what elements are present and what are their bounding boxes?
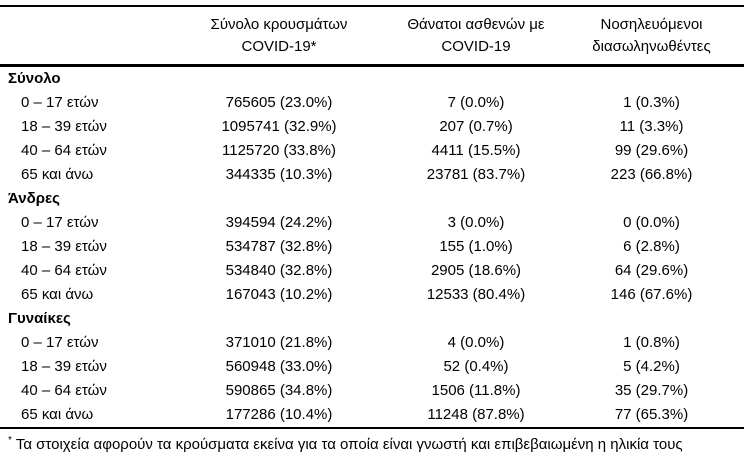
footnote-row: * Τα στοιχεία αφορούν τα κρούσματα εκείν… [0, 428, 744, 455]
deaths-value: 7 (0.0%) [447, 94, 505, 111]
intubated-value: 146 (67.6%) [610, 286, 693, 303]
data-row: 65 και άνω 177286 (10.4%) 11248 (87.8%) 77 … [0, 403, 744, 429]
age-group-label: 40 – 64 ετών [21, 382, 107, 399]
group-label: Σύνολο [8, 70, 61, 87]
header-empty [0, 6, 165, 67]
group-header-row: Σύνολο [0, 66, 744, 92]
deaths-value: 1506 (11.8%) [431, 382, 521, 399]
cases-value: 1095741 (32.9%) [221, 118, 337, 135]
cases-value: 394594 (24.2%) [225, 214, 333, 231]
header-intubated-line1: Νοσηλευόμενοι [600, 16, 703, 33]
intubated-value: 11 (3.3%) [619, 118, 684, 135]
header-intubated: Νοσηλευόμενοι διασωληνωθέντες [559, 6, 744, 67]
age-group-label: 0 – 17 ετών [21, 214, 99, 231]
intubated-value: 6 (2.8%) [623, 238, 680, 255]
table-body: Σύνολο 0 – 17 ετών 765605 (23.0%) 7 (0.0%) 1… [0, 66, 744, 429]
table-footer: * Τα στοιχεία αφορούν τα κρούσματα εκείν… [0, 428, 744, 455]
age-group-label: 40 – 64 ετών [21, 262, 107, 279]
intubated-value: 35 (29.7%) [614, 382, 689, 399]
group-header-row: Άνδρες [0, 187, 744, 211]
deaths-value: 2905 (18.6%) [430, 262, 522, 279]
cases-value: 1125720 (33.8%) [222, 142, 336, 159]
data-row: 65 και άνω 344335 (10.3%) 23781 (83.7%) 223… [0, 163, 744, 187]
covid-age-sex-table: Σύνολο κρουσμάτων COVID-19* Θάνατοι ασθε… [0, 5, 744, 455]
deaths-value: 11248 (87.8%) [393, 403, 559, 429]
age-group-label: 0 – 17 ετών [21, 94, 99, 111]
intubated-value: 1 (0.3%) [623, 94, 680, 111]
header-total-cases: Σύνολο κρουσμάτων COVID-19* [165, 6, 393, 67]
data-row: 18 – 39 ετών 560948 (33.0%) 52 (0.4%) 5 (4.… [0, 355, 744, 379]
data-row: 40 – 64 ετών 1125720 (33.8%) 4411 (15.5%) 9… [0, 139, 744, 163]
footnote-marker: * [8, 435, 12, 446]
deaths-value: 52 (0.4%) [443, 358, 509, 375]
group-label: Άνδρες [8, 190, 60, 207]
deaths-value: 4411 (15.5%) [431, 142, 521, 159]
header-deaths-line2: COVID-19 [441, 38, 511, 55]
intubated-value: 223 (66.8%) [610, 166, 693, 183]
header-deaths-line1: Θάνατοι ασθενών με [407, 16, 545, 33]
header-intubated-line2: διασωληνωθέντες [592, 38, 711, 55]
header-total-cases-line1: Σύνολο κρουσμάτων [210, 16, 348, 33]
data-row: 65 και άνω 167043 (10.2%) 12533 (80.4%) 146… [0, 283, 744, 307]
data-row: 40 – 64 ετών 590865 (34.8%) 1506 (11.8%) 35… [0, 379, 744, 403]
cases-value: 371010 (21.8%) [225, 334, 333, 351]
table-header: Σύνολο κρουσμάτων COVID-19* Θάνατοι ασθε… [0, 6, 744, 67]
cases-value: 560948 (33.0%) [225, 358, 333, 375]
age-group-label: 18 – 39 ετών [21, 358, 107, 375]
deaths-value: 3 (0.0%) [447, 214, 505, 231]
intubated-value: 77 (65.3%) [559, 403, 744, 429]
data-row: 0 – 17 ετών 765605 (23.0%) 7 (0.0%) 1 (0.3%… [0, 91, 744, 115]
cases-value: 765605 (23.0%) [225, 94, 333, 111]
cases-value: 167043 (10.2%) [225, 286, 333, 303]
age-group-label: 65 και άνω [21, 286, 94, 303]
intubated-value: 1 (0.8%) [623, 334, 680, 351]
deaths-value: 12533 (80.4%) [426, 286, 526, 303]
deaths-value: 4 (0.0%) [447, 334, 505, 351]
cases-value: 534840 (32.8%) [225, 262, 333, 279]
group-label: Γυναίκες [8, 310, 71, 327]
deaths-value: 155 (1.0%) [439, 238, 513, 255]
cases-value: 590865 (34.8%) [225, 382, 333, 399]
data-row: 0 – 17 ετών 371010 (21.8%) 4 (0.0%) 1 (0.8%… [0, 331, 744, 355]
age-group-label: 0 – 17 ετών [21, 334, 99, 351]
cases-value: 344335 (10.3%) [225, 166, 333, 183]
age-group-label: 65 και άνω [0, 403, 165, 429]
age-group-label: 40 – 64 ετών [21, 142, 107, 159]
age-group-label: 18 – 39 ετών [21, 238, 107, 255]
age-group-label: 65 και άνω [21, 166, 94, 183]
deaths-value: 207 (0.7%) [439, 118, 513, 135]
group-header-row: Γυναίκες [0, 307, 744, 331]
data-row: 0 – 17 ετών 394594 (24.2%) 3 (0.0%) 0 (0.0%… [0, 211, 744, 235]
header-row: Σύνολο κρουσμάτων COVID-19* Θάνατοι ασθε… [0, 6, 744, 67]
header-total-cases-line2: COVID-19* [241, 38, 317, 55]
age-group-label: 18 – 39 ετών [21, 118, 107, 135]
intubated-value: 5 (4.2%) [623, 358, 680, 375]
data-row: 40 – 64 ετών 534840 (32.8%) 2905 (18.6%) 64… [0, 259, 744, 283]
cases-value: 177286 (10.4%) [165, 403, 393, 429]
footnote-text: Τα στοιχεία αφορούν τα κρούσματα εκείνα … [15, 436, 683, 453]
footnote: * Τα στοιχεία αφορούν τα κρούσματα εκείν… [0, 428, 744, 455]
data-row: 18 – 39 ετών 534787 (32.8%) 155 (1.0%) 6 (2… [0, 235, 744, 259]
intubated-value: 64 (29.6%) [614, 262, 689, 279]
deaths-value: 23781 (83.7%) [426, 166, 526, 183]
cases-value: 534787 (32.8%) [225, 238, 333, 255]
intubated-value: 0 (0.0%) [623, 214, 680, 231]
header-deaths: Θάνατοι ασθενών με COVID-19 [393, 6, 559, 67]
data-row: 18 – 39 ετών 1095741 (32.9%) 207 (0.7%) 11 … [0, 115, 744, 139]
intubated-value: 99 (29.6%) [614, 142, 689, 159]
